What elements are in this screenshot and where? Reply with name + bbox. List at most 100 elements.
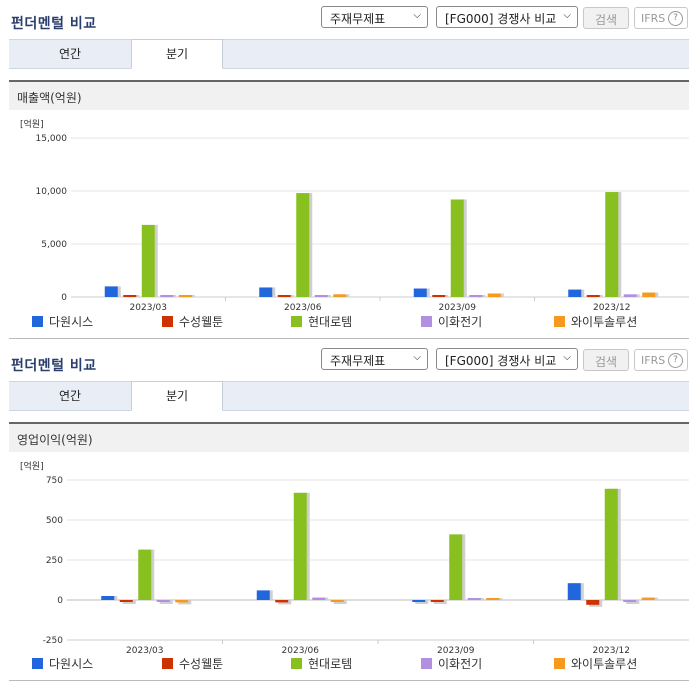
x-tick-label: 2023/12 [593, 646, 630, 654]
legend-swatch [421, 658, 432, 669]
bar-다원시스-2023/09[interactable] [413, 288, 427, 297]
divider [9, 680, 689, 681]
statement-select-value: 주재무제표 [330, 354, 386, 368]
legend-label: 이화전기 [438, 657, 483, 671]
bar-이화전기-2023/06[interactable] [314, 295, 328, 297]
bar-다원시스-2023/03[interactable] [101, 596, 115, 600]
legend-item[interactable]: 수성웰툰 [162, 656, 223, 672]
bar-이화전기-2023/03[interactable] [160, 295, 174, 297]
bar-수성웰툰-2023/06[interactable] [277, 295, 291, 297]
bar-와이투솔루션-2023/12[interactable] [642, 292, 656, 297]
panel-header: 펀더멘털 비교 주재무제표 ⌵ [FG000] 경쟁사 비교 ⌵ 검색 IFRS… [0, 342, 696, 376]
bar-다원시스-2023/12[interactable] [567, 583, 581, 600]
legend-label: 현대로템 [308, 315, 353, 329]
legend-label: 와이투솔루션 [571, 315, 638, 329]
bar-와이투솔루션-2023/12[interactable] [641, 597, 655, 600]
bar-현대로템-2023/09[interactable] [449, 534, 463, 600]
compare-select[interactable]: [FG000] 경쟁사 비교 ⌵ [436, 348, 578, 370]
bar-이화전기-2023/12[interactable] [623, 294, 637, 297]
legend-item[interactable]: 수성웰툰 [162, 314, 223, 330]
bar-다원시스-2023/12[interactable] [568, 289, 582, 297]
legend-item[interactable]: 이화전기 [421, 314, 482, 330]
panel-title: 펀더멘털 비교 [11, 16, 97, 32]
bar-와이투솔루션-2023/06[interactable] [333, 294, 347, 297]
bar-와이투솔루션-2023/09[interactable] [487, 293, 501, 297]
bar-수성웰툰-2023/09[interactable] [430, 600, 444, 602]
bar-다원시스-2023/09[interactable] [412, 600, 426, 602]
panel-operating-profit: 펀더멘털 비교 주재무제표 ⌵ [FG000] 경쟁사 비교 ⌵ 검색 IFRS… [0, 342, 696, 684]
bar-현대로템-2023/12[interactable] [605, 192, 619, 297]
bar-이화전기-2023/03[interactable] [156, 600, 170, 602]
bar-현대로템-2023/09[interactable] [450, 199, 464, 297]
x-tick-label: 2023/03 [130, 303, 167, 312]
unit-label: [억원] [20, 460, 44, 472]
compare-select-value: [FG000] 경쟁사 비교 [445, 12, 557, 26]
tab-quarterly[interactable]: 분기 [131, 39, 223, 69]
bar-현대로템-2023/03[interactable] [138, 549, 152, 600]
help-icon[interactable]: ? [668, 353, 683, 368]
legend-swatch [421, 316, 432, 327]
ifrs-button[interactable]: IFRS ? [634, 7, 688, 29]
bar-현대로템-2023/06[interactable] [293, 492, 307, 600]
bar-와이투솔루션-2023/09[interactable] [486, 598, 500, 600]
legend-swatch [554, 658, 565, 669]
legend-swatch [32, 316, 43, 327]
bar-와이투솔루션-2023/03[interactable] [175, 600, 189, 603]
statement-select-value: 주재무제표 [330, 12, 386, 26]
statement-select[interactable]: 주재무제표 ⌵ [321, 348, 428, 370]
tab-annual[interactable]: 연간 [58, 389, 82, 403]
bar-와이투솔루션-2023/03[interactable] [178, 295, 192, 297]
bar-수성웰툰-2023/03[interactable] [123, 295, 137, 297]
chart-legend: 다원시스 수성웰툰 현대로템 이화전기 와이투솔루션 [9, 656, 689, 676]
legend-item[interactable]: 와이투솔루션 [554, 314, 637, 330]
bar-수성웰툰-2023/12[interactable] [586, 295, 600, 297]
bar-와이투솔루션-2023/06[interactable] [330, 600, 344, 602]
legend-item[interactable]: 다원시스 [32, 314, 93, 330]
bar-이화전기-2023/12[interactable] [623, 600, 637, 602]
legend-item[interactable]: 다원시스 [32, 656, 93, 672]
bar-이화전기-2023/09[interactable] [469, 295, 483, 297]
search-button[interactable]: 검색 [583, 7, 629, 29]
chart-subheader: 매출액(억원) [9, 80, 689, 110]
legend-item[interactable]: 와이투솔루션 [554, 656, 637, 672]
panel-title: 펀더멘털 비교 [11, 358, 97, 374]
bar-현대로템-2023/06[interactable] [296, 193, 310, 297]
bar-다원시스-2023/06[interactable] [256, 590, 270, 600]
legend-item[interactable]: 현대로템 [291, 656, 352, 672]
tab-quarterly[interactable]: 분기 [131, 381, 223, 411]
legend-swatch [32, 658, 43, 669]
statement-select[interactable]: 주재무제표 ⌵ [321, 6, 428, 28]
bar-현대로템-2023/03[interactable] [141, 224, 155, 297]
y-tick-label: 0 [61, 293, 67, 303]
x-tick-label: 2023/09 [437, 646, 475, 654]
bar-이화전기-2023/06[interactable] [312, 597, 326, 600]
bar-다원시스-2023/06[interactable] [259, 287, 273, 297]
legend-label: 와이투솔루션 [571, 657, 638, 671]
legend-item[interactable]: 현대로템 [291, 314, 352, 330]
legend-swatch [554, 316, 565, 327]
revenue-chart: [억원] 0 5,000 10,000 15,000 2023/03 2023/06 2023… [20, 118, 689, 312]
tab-annual[interactable]: 연간 [58, 47, 82, 61]
compare-select[interactable]: [FG000] 경쟁사 비교 ⌵ [436, 6, 578, 28]
bar-수성웰툰-2023/12[interactable] [586, 600, 600, 605]
search-button[interactable]: 검색 [583, 349, 629, 371]
chart-title: 영업이익(억원) [17, 433, 93, 447]
bar-수성웰툰-2023/09[interactable] [432, 295, 446, 297]
ifrs-button[interactable]: IFRS ? [634, 349, 688, 371]
chevron-down-icon: ⌵ [563, 352, 571, 363]
y-tick-label: 750 [46, 476, 63, 486]
bar-다원시스-2023/03[interactable] [104, 286, 118, 297]
y-tick-label: 5,000 [41, 240, 67, 250]
bar-이화전기-2023/09[interactable] [467, 598, 481, 600]
bar-수성웰툰-2023/03[interactable] [119, 600, 133, 602]
x-tick-label: 2023/09 [439, 303, 477, 312]
x-tick-label: 2023/12 [593, 303, 630, 312]
bar-현대로템-2023/12[interactable] [604, 488, 618, 600]
y-tick-label: 10,000 [36, 187, 68, 197]
legend-swatch [291, 316, 302, 327]
ifrs-label: IFRS [641, 12, 666, 25]
legend-item[interactable]: 이화전기 [421, 656, 482, 672]
bar-수성웰툰-2023/06[interactable] [275, 600, 289, 603]
x-tick-label: 2023/03 [126, 646, 163, 654]
help-icon[interactable]: ? [668, 11, 683, 26]
